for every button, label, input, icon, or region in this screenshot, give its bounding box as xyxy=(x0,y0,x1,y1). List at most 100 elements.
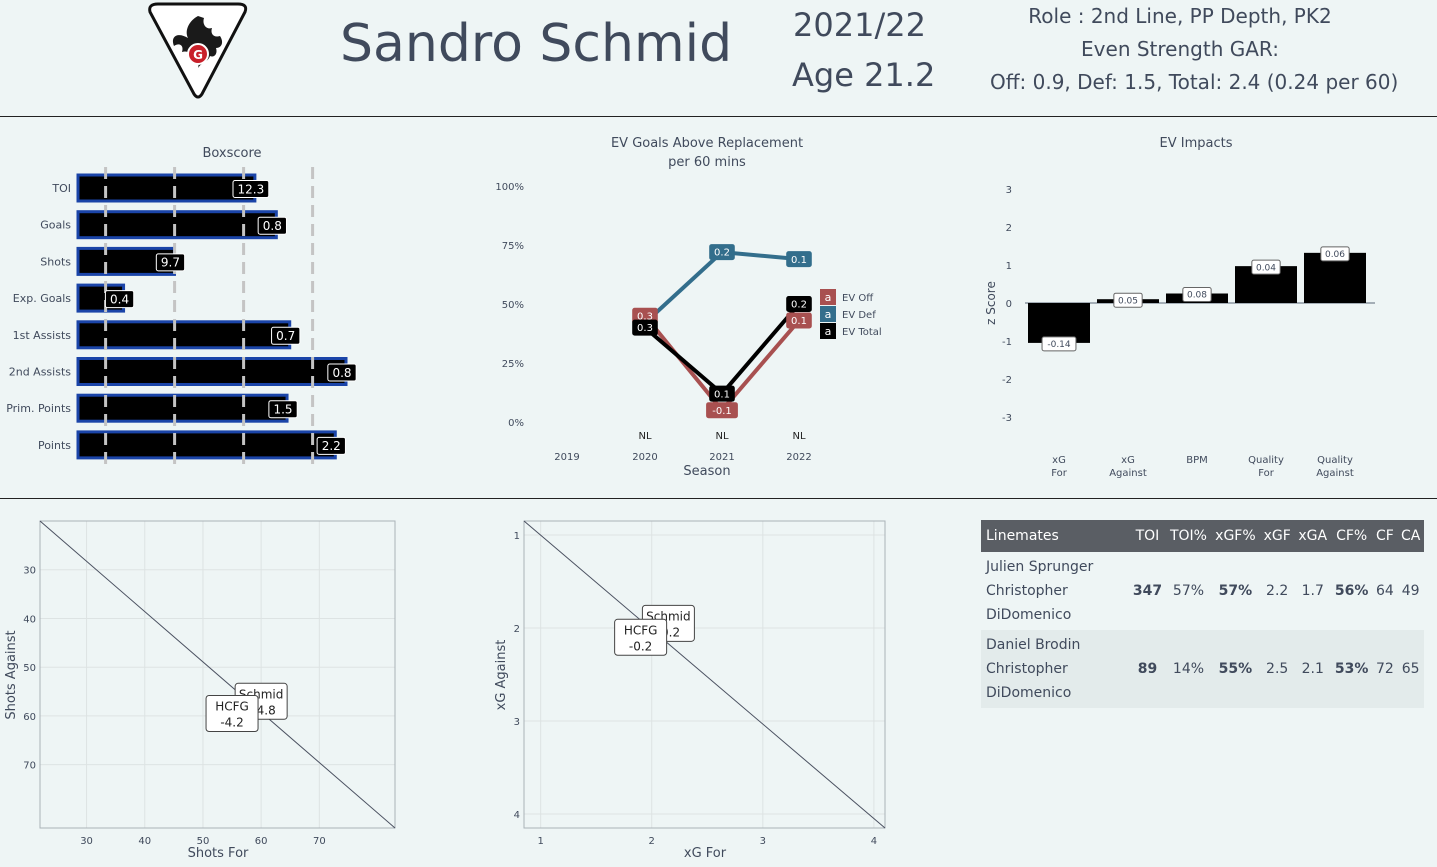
y-tick: 4 xyxy=(514,810,520,821)
ev-gar-data-label-bg xyxy=(632,319,658,336)
ev-gar-data-label: 0.2 xyxy=(791,300,807,311)
boxscore-category-label: Shots xyxy=(40,255,71,268)
cell-xga: 2.1 xyxy=(1294,630,1331,708)
boxscore-value-label: 0.7 xyxy=(276,329,295,343)
gar-title: Even Strength GAR: xyxy=(1081,37,1279,61)
ev-impacts-value-label: 0.06 xyxy=(1325,250,1345,260)
ev-impacts-category-label: xG xyxy=(1052,455,1066,466)
y-tick: 2 xyxy=(514,624,520,635)
ev-gar-data-label: 0.1 xyxy=(791,255,807,266)
boxscore-bar xyxy=(76,357,348,386)
boxscore-value-label-bg xyxy=(316,436,346,455)
ev-gar-league-label: NL xyxy=(715,431,728,442)
ev-impacts-ytick: -3 xyxy=(1002,413,1012,424)
ev-gar-ytick: 50% xyxy=(502,300,524,311)
ev-gar-data-label-bg xyxy=(786,312,812,329)
linemate-name: DiDomenico xyxy=(986,607,1072,623)
xg-ylabel: xG Against xyxy=(494,640,509,711)
y-tick: 1 xyxy=(514,531,520,542)
header-cf: CF xyxy=(1372,520,1398,552)
header-xgf-pct: xGF% xyxy=(1211,520,1260,552)
cell-xgf-pct: 57% xyxy=(1218,583,1253,599)
header-linemates: Linemates xyxy=(981,520,1129,552)
boxscore-bar xyxy=(76,173,257,203)
xg-xlabel: xG For xyxy=(684,846,727,861)
ev-impacts-value-label: -0.14 xyxy=(1047,340,1071,350)
ev-impacts-bar xyxy=(1028,303,1090,343)
ev-gar-data-label-bg xyxy=(709,244,735,261)
linemate-name: Daniel Brodin xyxy=(986,637,1081,653)
ev-impacts-ytick: 0 xyxy=(1006,299,1012,310)
x-tick: 50 xyxy=(197,836,210,847)
ev-gar-legend-key-glyph: a xyxy=(825,325,832,338)
ev-gar-chart: EV Goals Above Replacement per 60 mins S… xyxy=(495,136,882,479)
ev-impacts-category-label: Quality xyxy=(1317,455,1353,466)
boxscore-bar xyxy=(76,393,289,423)
x-tick: 60 xyxy=(255,836,268,847)
cell-cf-pct: 53% xyxy=(1330,630,1373,708)
ev-gar-data-label: 0.1 xyxy=(714,389,730,400)
boxscore-value-label: 0.8 xyxy=(332,366,351,380)
linemate-name: Christopher xyxy=(986,583,1068,599)
boxscore-value-label-bg xyxy=(327,363,357,382)
boxscore-value-label-bg xyxy=(271,326,301,345)
y-tick: 30 xyxy=(23,566,36,577)
x-tick: 2 xyxy=(649,836,655,847)
boxscore-value-label-bg xyxy=(232,180,270,198)
boxscore-bar xyxy=(76,320,292,350)
ev-gar-xlabel: Season xyxy=(683,464,730,479)
ev-gar-legend-key-glyph: a xyxy=(825,291,832,304)
divider-top xyxy=(0,116,1437,117)
boxscore-bar xyxy=(76,430,337,460)
cell-ca: 65 xyxy=(1397,630,1424,708)
ev-gar-xtick: 2021 xyxy=(709,452,734,463)
ev-gar-data-label-bg xyxy=(786,251,812,268)
ev-impacts-title: EV Impacts xyxy=(1160,136,1233,151)
y-tick: 40 xyxy=(23,614,36,625)
role-label: Role : 2nd Line, PP Depth, PK2 xyxy=(1028,4,1332,28)
player-name: Sandro Schmid xyxy=(340,14,733,74)
cell-xgf: 2.2 xyxy=(1266,583,1289,599)
ev-gar-legend-key xyxy=(820,323,836,339)
header-ca: CA xyxy=(1397,520,1424,552)
ev-gar-data-label-bg xyxy=(709,385,735,402)
xg-scatter: xG For xG Against 1 2 3 41234Schmid-0.2HCFG… xyxy=(494,520,886,861)
x-tick: 40 xyxy=(138,836,151,847)
x-tick: 3 xyxy=(760,836,766,847)
ev-gar-data-label: 0.3 xyxy=(637,311,653,322)
linemates-table: Linemates TOI TOI% xGF% xGF xGA CF% CF C… xyxy=(981,520,1424,708)
boxscore-value-label: 9.7 xyxy=(161,256,180,270)
plot-border xyxy=(523,520,886,829)
ev-gar-legend-label: EV Total xyxy=(842,327,882,338)
boxscore-value-label: 0.4 xyxy=(110,292,129,306)
ev-impacts-ytick: -2 xyxy=(1002,375,1012,386)
cell-ca: 49 xyxy=(1401,583,1420,599)
ev-gar-ytick: 75% xyxy=(502,241,524,252)
point-name: HCFG xyxy=(624,623,658,637)
ev-gar-ytick: 25% xyxy=(502,359,524,370)
y-tick: 50 xyxy=(23,663,36,674)
table-row: Daniel Brodin Christopher DiDomenico 89 … xyxy=(981,630,1424,708)
boxscore-value-label-bg xyxy=(257,216,287,235)
ev-impacts-ytick: -1 xyxy=(1002,337,1012,348)
point-name: HCFG xyxy=(215,699,249,713)
shots-xlabel: Shots For xyxy=(188,846,249,861)
boxscore-value-label: 1.5 xyxy=(273,403,292,417)
ev-impacts-category-label: xG xyxy=(1121,455,1135,466)
boxscore-category-label: Goals xyxy=(40,219,71,232)
linemates-header-row: Linemates TOI TOI% xGF% xGF xGA CF% CF C… xyxy=(981,520,1424,552)
linemate-name: DiDomenico xyxy=(986,685,1072,701)
ev-impacts-ytick: 3 xyxy=(1006,185,1012,196)
ev-gar-league-label: NL xyxy=(792,431,805,442)
point-value: -4.2 xyxy=(220,715,243,729)
ev-gar-xtick: 2022 xyxy=(786,452,811,463)
ev-gar-subtitle: per 60 mins xyxy=(668,155,746,170)
ev-gar-data-label-bg xyxy=(706,402,738,419)
ev-gar-ytick: 100% xyxy=(495,182,524,193)
cell-cf-pct: 56% xyxy=(1334,583,1369,599)
boxscore-value-label: 2.2 xyxy=(322,439,341,453)
point-label-box xyxy=(614,618,668,656)
boxscore-category-label: TOI xyxy=(51,182,71,195)
boxscore-chart: Boxscore TOI Goals Shots Exp. Goals 1st Assi… xyxy=(6,146,357,469)
season-label: 2021/22 xyxy=(793,6,926,44)
